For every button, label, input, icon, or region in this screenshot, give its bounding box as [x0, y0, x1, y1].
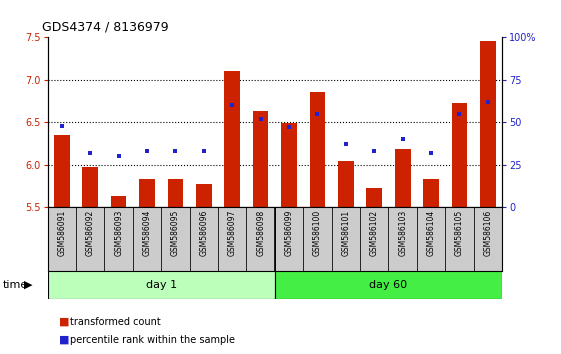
Bar — [366, 188, 382, 207]
Bar — [395, 149, 411, 207]
Text: GSM586094: GSM586094 — [142, 210, 151, 256]
FancyBboxPatch shape — [473, 207, 502, 271]
Text: ■: ■ — [59, 335, 70, 345]
Text: day 1: day 1 — [146, 280, 177, 290]
Text: ▶: ▶ — [24, 280, 33, 290]
FancyBboxPatch shape — [76, 207, 104, 271]
Bar — [54, 135, 70, 207]
Text: GSM586103: GSM586103 — [398, 210, 407, 256]
FancyBboxPatch shape — [417, 207, 445, 271]
Bar — [480, 41, 496, 207]
FancyBboxPatch shape — [246, 207, 275, 271]
FancyBboxPatch shape — [48, 207, 76, 271]
Bar — [424, 179, 439, 207]
Text: GSM586101: GSM586101 — [342, 210, 351, 256]
Text: GSM586105: GSM586105 — [455, 210, 464, 256]
Text: transformed count: transformed count — [70, 317, 161, 327]
Text: GSM586091: GSM586091 — [57, 210, 66, 256]
Bar — [111, 196, 126, 207]
Bar — [253, 111, 269, 207]
Text: GSM586100: GSM586100 — [313, 210, 322, 256]
Bar — [168, 179, 183, 207]
Text: GSM586099: GSM586099 — [284, 210, 293, 256]
Text: GSM586106: GSM586106 — [484, 210, 493, 256]
FancyBboxPatch shape — [133, 207, 162, 271]
Text: GSM586104: GSM586104 — [426, 210, 435, 256]
FancyBboxPatch shape — [218, 207, 246, 271]
FancyBboxPatch shape — [360, 207, 388, 271]
Text: GSM586097: GSM586097 — [228, 210, 237, 256]
Text: GDS4374 / 8136979: GDS4374 / 8136979 — [42, 21, 169, 34]
Bar — [452, 103, 467, 207]
Text: GSM586096: GSM586096 — [199, 210, 208, 256]
FancyBboxPatch shape — [332, 207, 360, 271]
Bar — [196, 184, 211, 207]
Text: GSM586102: GSM586102 — [370, 210, 379, 256]
FancyBboxPatch shape — [388, 207, 417, 271]
Bar — [224, 71, 240, 207]
FancyBboxPatch shape — [275, 271, 502, 299]
Text: percentile rank within the sample: percentile rank within the sample — [70, 335, 235, 345]
Text: day 60: day 60 — [370, 280, 407, 290]
FancyBboxPatch shape — [445, 207, 473, 271]
Bar — [82, 167, 98, 207]
FancyBboxPatch shape — [48, 271, 275, 299]
Text: GSM586098: GSM586098 — [256, 210, 265, 256]
Text: time: time — [3, 280, 28, 290]
Text: GSM586093: GSM586093 — [114, 210, 123, 256]
FancyBboxPatch shape — [275, 207, 304, 271]
FancyBboxPatch shape — [162, 207, 190, 271]
Bar — [338, 161, 353, 207]
FancyBboxPatch shape — [104, 207, 133, 271]
FancyBboxPatch shape — [190, 207, 218, 271]
Text: ■: ■ — [59, 317, 70, 327]
Bar — [139, 179, 155, 207]
Bar — [310, 92, 325, 207]
Bar — [281, 123, 297, 207]
FancyBboxPatch shape — [304, 207, 332, 271]
Text: GSM586095: GSM586095 — [171, 210, 180, 256]
Text: GSM586092: GSM586092 — [86, 210, 95, 256]
